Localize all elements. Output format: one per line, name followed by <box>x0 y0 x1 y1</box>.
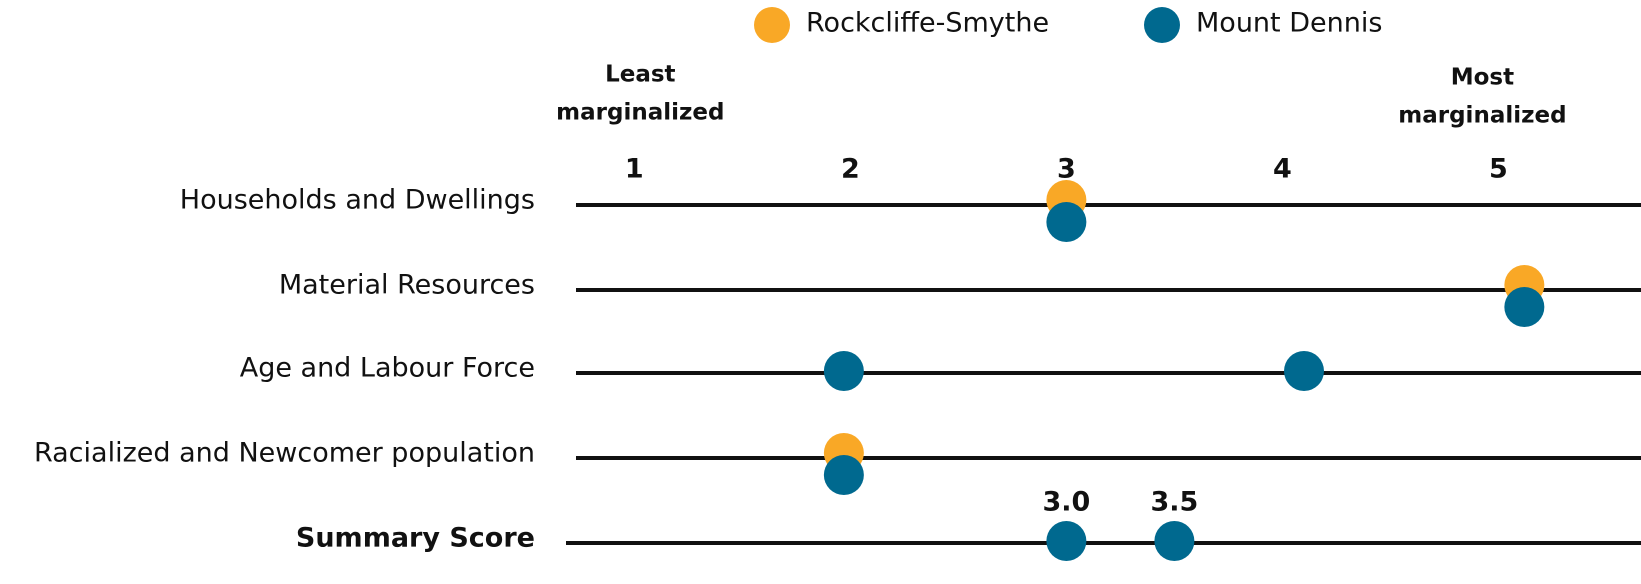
row-label: Racialized and Newcomer population <box>34 438 535 469</box>
annotation: marginalized <box>556 100 724 126</box>
row-label: Material Resources <box>279 270 535 301</box>
legend-swatch <box>754 7 790 43</box>
dot <box>823 455 864 495</box>
value-label: 3.5 <box>1150 487 1198 518</box>
legend-label: Rockcliffe-Smythe <box>806 8 1049 39</box>
row-label: Summary Score <box>296 523 535 554</box>
x-tick-label: 3 <box>1057 154 1076 185</box>
annotation: Most <box>1451 65 1514 91</box>
legend-swatch <box>1144 7 1180 43</box>
dot <box>1046 202 1087 242</box>
dot <box>1284 351 1325 391</box>
x-tick-label: 4 <box>1273 154 1292 185</box>
dot <box>1046 521 1087 561</box>
dot <box>1504 287 1545 327</box>
dot <box>823 351 864 391</box>
dot <box>1154 521 1195 561</box>
row-label: Households and Dwellings <box>180 185 535 216</box>
row-label: Age and Labour Force <box>240 353 535 384</box>
annotation: Least <box>605 62 675 88</box>
value-label: 3.0 <box>1042 487 1090 518</box>
x-tick-label: 2 <box>841 154 860 185</box>
annotation: marginalized <box>1398 103 1566 129</box>
legend-label: Mount Dennis <box>1196 8 1382 39</box>
x-tick-label: 1 <box>625 154 644 185</box>
x-tick-label: 5 <box>1489 154 1508 185</box>
